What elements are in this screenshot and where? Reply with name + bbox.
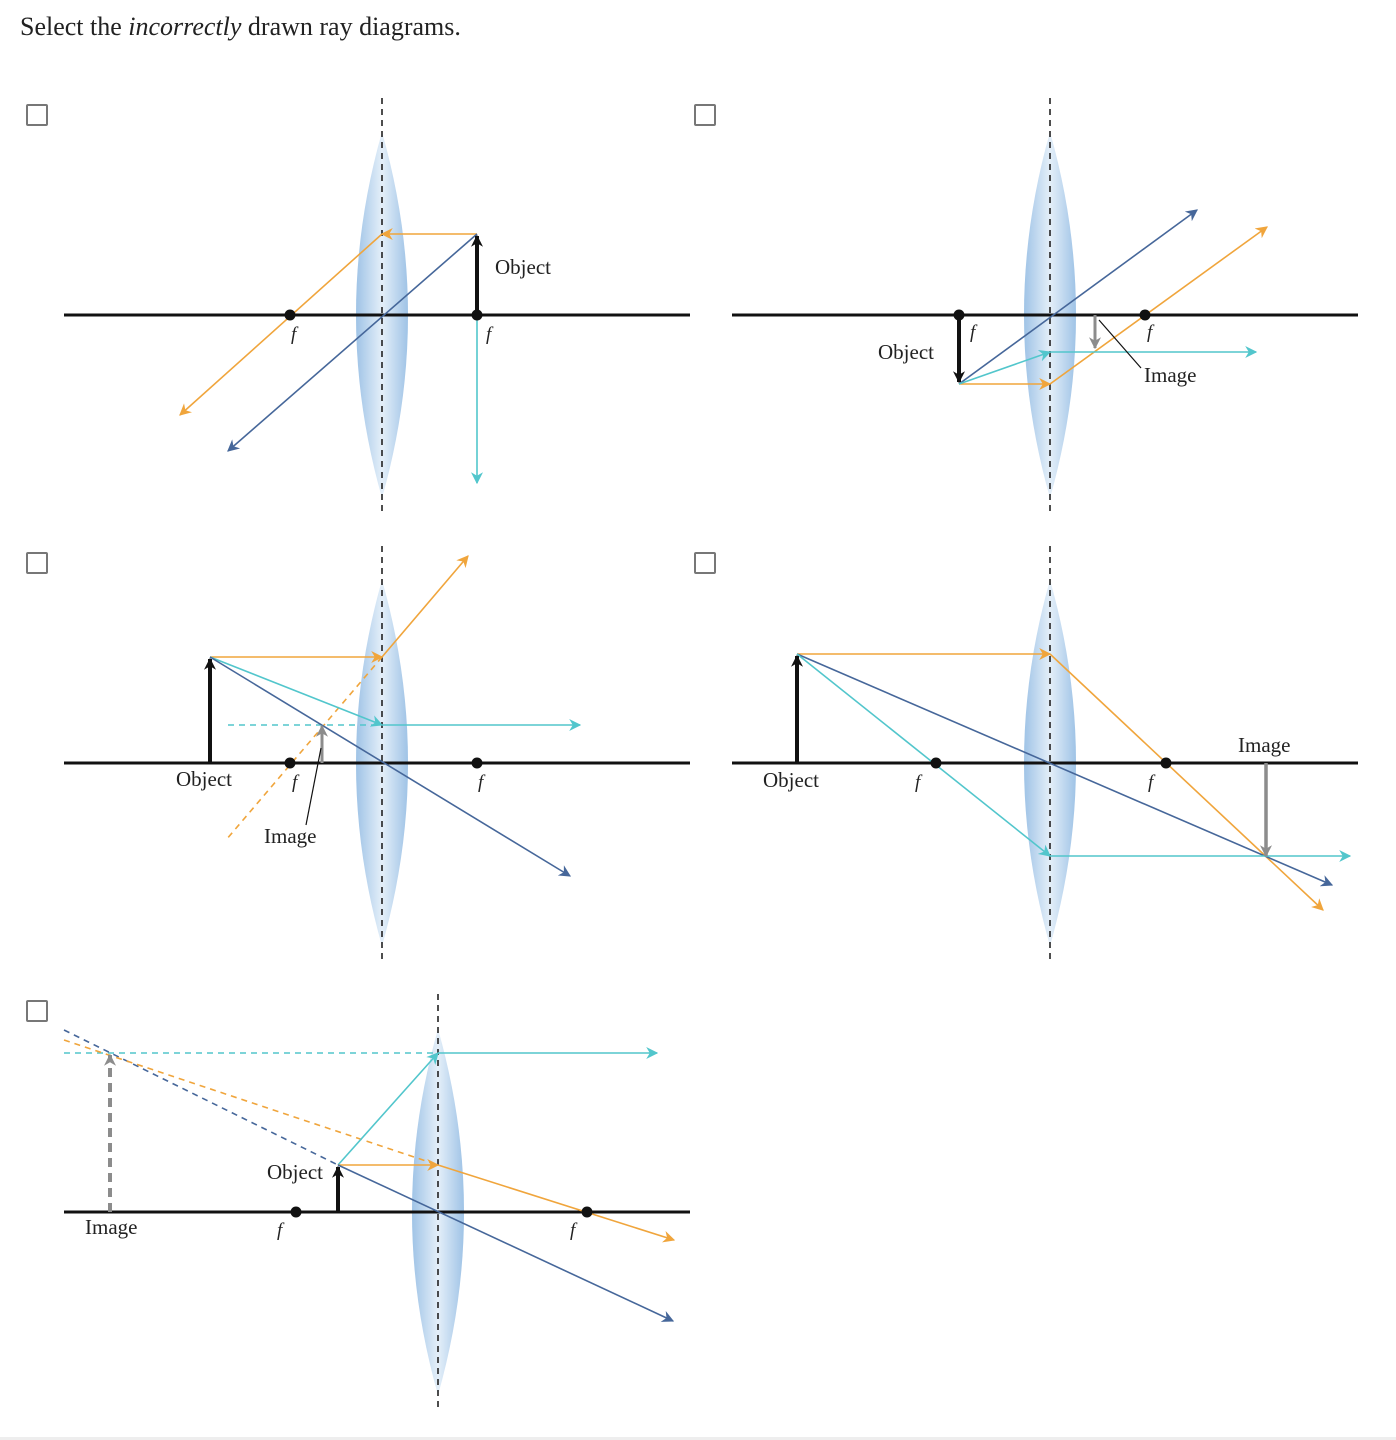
- object-label: Object: [267, 1160, 323, 1184]
- ray-diagram-d: f f Object Image: [732, 546, 1358, 960]
- center-ray: [209, 656, 572, 877]
- focal-label-right: f: [570, 1220, 578, 1241]
- parallel-ray-refracted: [381, 555, 469, 658]
- center-ray: [337, 1164, 675, 1322]
- focal-point-left: [284, 309, 296, 321]
- option-b-checkbox[interactable]: [694, 104, 716, 126]
- focal-point-right: [1160, 757, 1172, 769]
- ray-diagram-e: f f Object Image: [63, 994, 690, 1408]
- image-label: Image: [85, 1215, 137, 1239]
- focal-ray: [958, 349, 1052, 385]
- parallel-ray-extension: [63, 1039, 439, 1166]
- question-prompt: Select the incorrectly drawn ray diagram…: [20, 12, 461, 41]
- page-bottom-divider: [0, 1437, 1396, 1440]
- option-c: f f Object Image: [0, 538, 690, 978]
- focal-ray: [796, 653, 1051, 857]
- option-e-checkbox[interactable]: [26, 1000, 48, 1022]
- focal-point-left: [930, 757, 942, 769]
- parallel-ray-refracted: [437, 1164, 676, 1243]
- object-label: Object: [495, 255, 551, 279]
- option-d: f f Object Image: [668, 538, 1358, 978]
- focal-ray: [337, 1052, 439, 1166]
- focal-point-left: [953, 309, 965, 321]
- image-label: Image: [1144, 363, 1196, 387]
- focal-point-right: [471, 309, 483, 321]
- object-label: Object: [763, 768, 819, 792]
- focal-point-right: [471, 757, 483, 769]
- focal-label-right: f: [1148, 772, 1156, 793]
- focal-label-left: f: [277, 1220, 285, 1241]
- center-ray: [796, 653, 1334, 887]
- ray-diagram-c: f f Object Image: [64, 546, 690, 960]
- focal-ray: [209, 656, 384, 727]
- center-ray-extension: [63, 1029, 339, 1166]
- focal-point-left: [284, 757, 296, 769]
- focal-label-right: f: [486, 324, 494, 345]
- image-leader-line: [305, 747, 322, 826]
- image-label: Image: [264, 824, 316, 848]
- focal-label-right: f: [478, 772, 486, 793]
- parallel-ray-refracted: [1049, 653, 1324, 911]
- option-e: f f Object Image: [0, 986, 690, 1426]
- parallel-ray-refracted: [179, 233, 383, 416]
- image-label: Image: [1238, 733, 1290, 757]
- option-a: f f Object: [0, 90, 690, 530]
- option-a-checkbox[interactable]: [26, 104, 48, 126]
- parallel-ray-refracted: [1049, 226, 1268, 385]
- object-label: Object: [176, 767, 232, 791]
- center-ray: [958, 209, 1198, 385]
- focal-point-right: [1139, 309, 1151, 321]
- option-c-checkbox[interactable]: [26, 552, 48, 574]
- focal-point-right: [581, 1206, 593, 1218]
- question-emphasis: incorrectly: [128, 12, 242, 41]
- focal-label-left: f: [292, 772, 300, 793]
- ray-diagram-a: f f Object: [64, 98, 690, 512]
- option-b: f f Object Image: [668, 90, 1358, 530]
- parallel-ray-extension: [225, 656, 383, 841]
- focal-label-left: f: [915, 772, 923, 793]
- ray-diagram-b: f f Object Image: [732, 98, 1358, 512]
- focal-label-left: f: [970, 322, 978, 343]
- focal-label-left: f: [291, 324, 299, 345]
- focal-point-left: [290, 1206, 302, 1218]
- image-leader-line: [1098, 319, 1142, 369]
- object-label: Object: [878, 340, 934, 364]
- focal-label-right: f: [1147, 322, 1155, 343]
- option-d-checkbox[interactable]: [694, 552, 716, 574]
- center-ray: [227, 233, 478, 452]
